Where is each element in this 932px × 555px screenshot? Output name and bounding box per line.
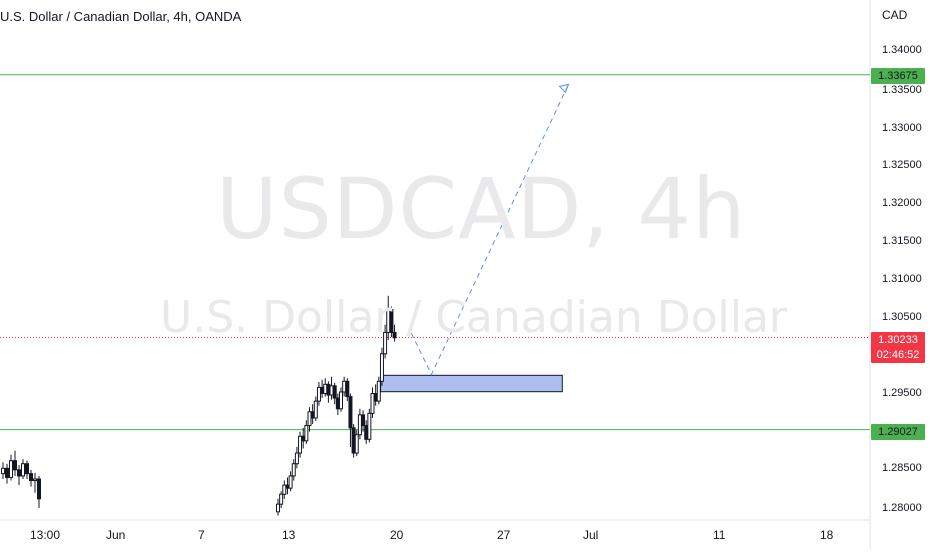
projection-path[interactable] [410, 84, 569, 376]
current-price-tag: 1.30233 [871, 332, 925, 348]
candle-up [329, 385, 334, 396]
candle-up [291, 463, 296, 477]
candle-up [376, 380, 381, 402]
candle-down [332, 385, 337, 399]
candle-up [367, 412, 372, 440]
candle-down [326, 383, 331, 396]
time-label: Jun [106, 528, 126, 542]
candle-down [389, 309, 394, 333]
price-tick: 1.32000 [882, 197, 922, 209]
candle-up [288, 475, 293, 489]
time-label: 13 [282, 528, 296, 542]
countdown-tag: 02:46:52 [871, 347, 925, 363]
candle-down [5, 467, 9, 478]
candle-down [335, 397, 340, 410]
candle-down [361, 414, 366, 427]
candle-down [320, 386, 325, 395]
time-label: 13:00 [30, 528, 61, 542]
price-tick: 1.29500 [882, 387, 922, 399]
time-label: 11 [713, 528, 726, 542]
resistance-price-tag[interactable]: 1.33675 [871, 68, 925, 84]
candle-up [1, 467, 5, 475]
projection-arrowhead [558, 83, 570, 94]
candle-up [357, 414, 362, 436]
candle-down [348, 396, 353, 429]
candles-group [1, 295, 397, 516]
candle-down [25, 463, 29, 475]
candle-up [21, 463, 25, 477]
candle-up [379, 353, 384, 382]
candle-down [29, 473, 33, 482]
candle-up [279, 493, 284, 505]
candle-up [9, 460, 13, 478]
candle-down [285, 484, 290, 489]
candle-down [301, 435, 306, 442]
candle-down [351, 427, 356, 454]
candle-up [304, 425, 309, 442]
candle-up [33, 478, 37, 482]
demand-zone-rectangle[interactable] [380, 374, 563, 393]
candle-up [386, 309, 391, 333]
support-price-tag[interactable]: 1.29027 [871, 424, 925, 440]
time-label: Jul [583, 528, 599, 542]
candle-down [17, 469, 21, 477]
price-tick: 1.34000 [882, 44, 922, 56]
price-tick: 1.32500 [882, 159, 922, 171]
candle-down [37, 478, 41, 500]
time-label: 18 [820, 528, 834, 542]
candle-up [316, 386, 321, 402]
candle-up [323, 383, 328, 394]
candle-up [282, 484, 287, 495]
candle-up [354, 434, 359, 454]
price-tick: 1.33000 [882, 122, 922, 134]
price-tick: 1.28500 [882, 462, 922, 474]
price-tick: 1.33500 [882, 84, 922, 96]
candle-down [392, 331, 397, 339]
candle-down [13, 460, 17, 471]
time-label: 27 [497, 528, 511, 542]
time-label: 20 [390, 528, 404, 542]
candle-up [307, 411, 312, 427]
candle-down [345, 380, 350, 398]
time-label: 7 [198, 528, 205, 542]
price-tick: 1.31000 [882, 273, 922, 285]
candle-down [373, 393, 378, 402]
candle-up [342, 380, 347, 393]
price-tick: 1.30500 [882, 311, 922, 323]
chart-title: U.S. Dollar / Canadian Dollar, 4h, OANDA [0, 9, 242, 24]
candle-down [364, 425, 369, 440]
candle-up [370, 393, 375, 414]
price-axis-currency: CAD [882, 8, 908, 22]
candle-up [383, 331, 388, 355]
candle-down [310, 411, 315, 419]
price-tick: 1.28000 [882, 502, 922, 514]
candle-up [313, 400, 318, 419]
candle-up [294, 452, 299, 465]
candle-up [339, 391, 343, 410]
price-tick: 1.31500 [882, 235, 922, 247]
candle-up [276, 503, 280, 513]
candle-up [298, 435, 303, 454]
